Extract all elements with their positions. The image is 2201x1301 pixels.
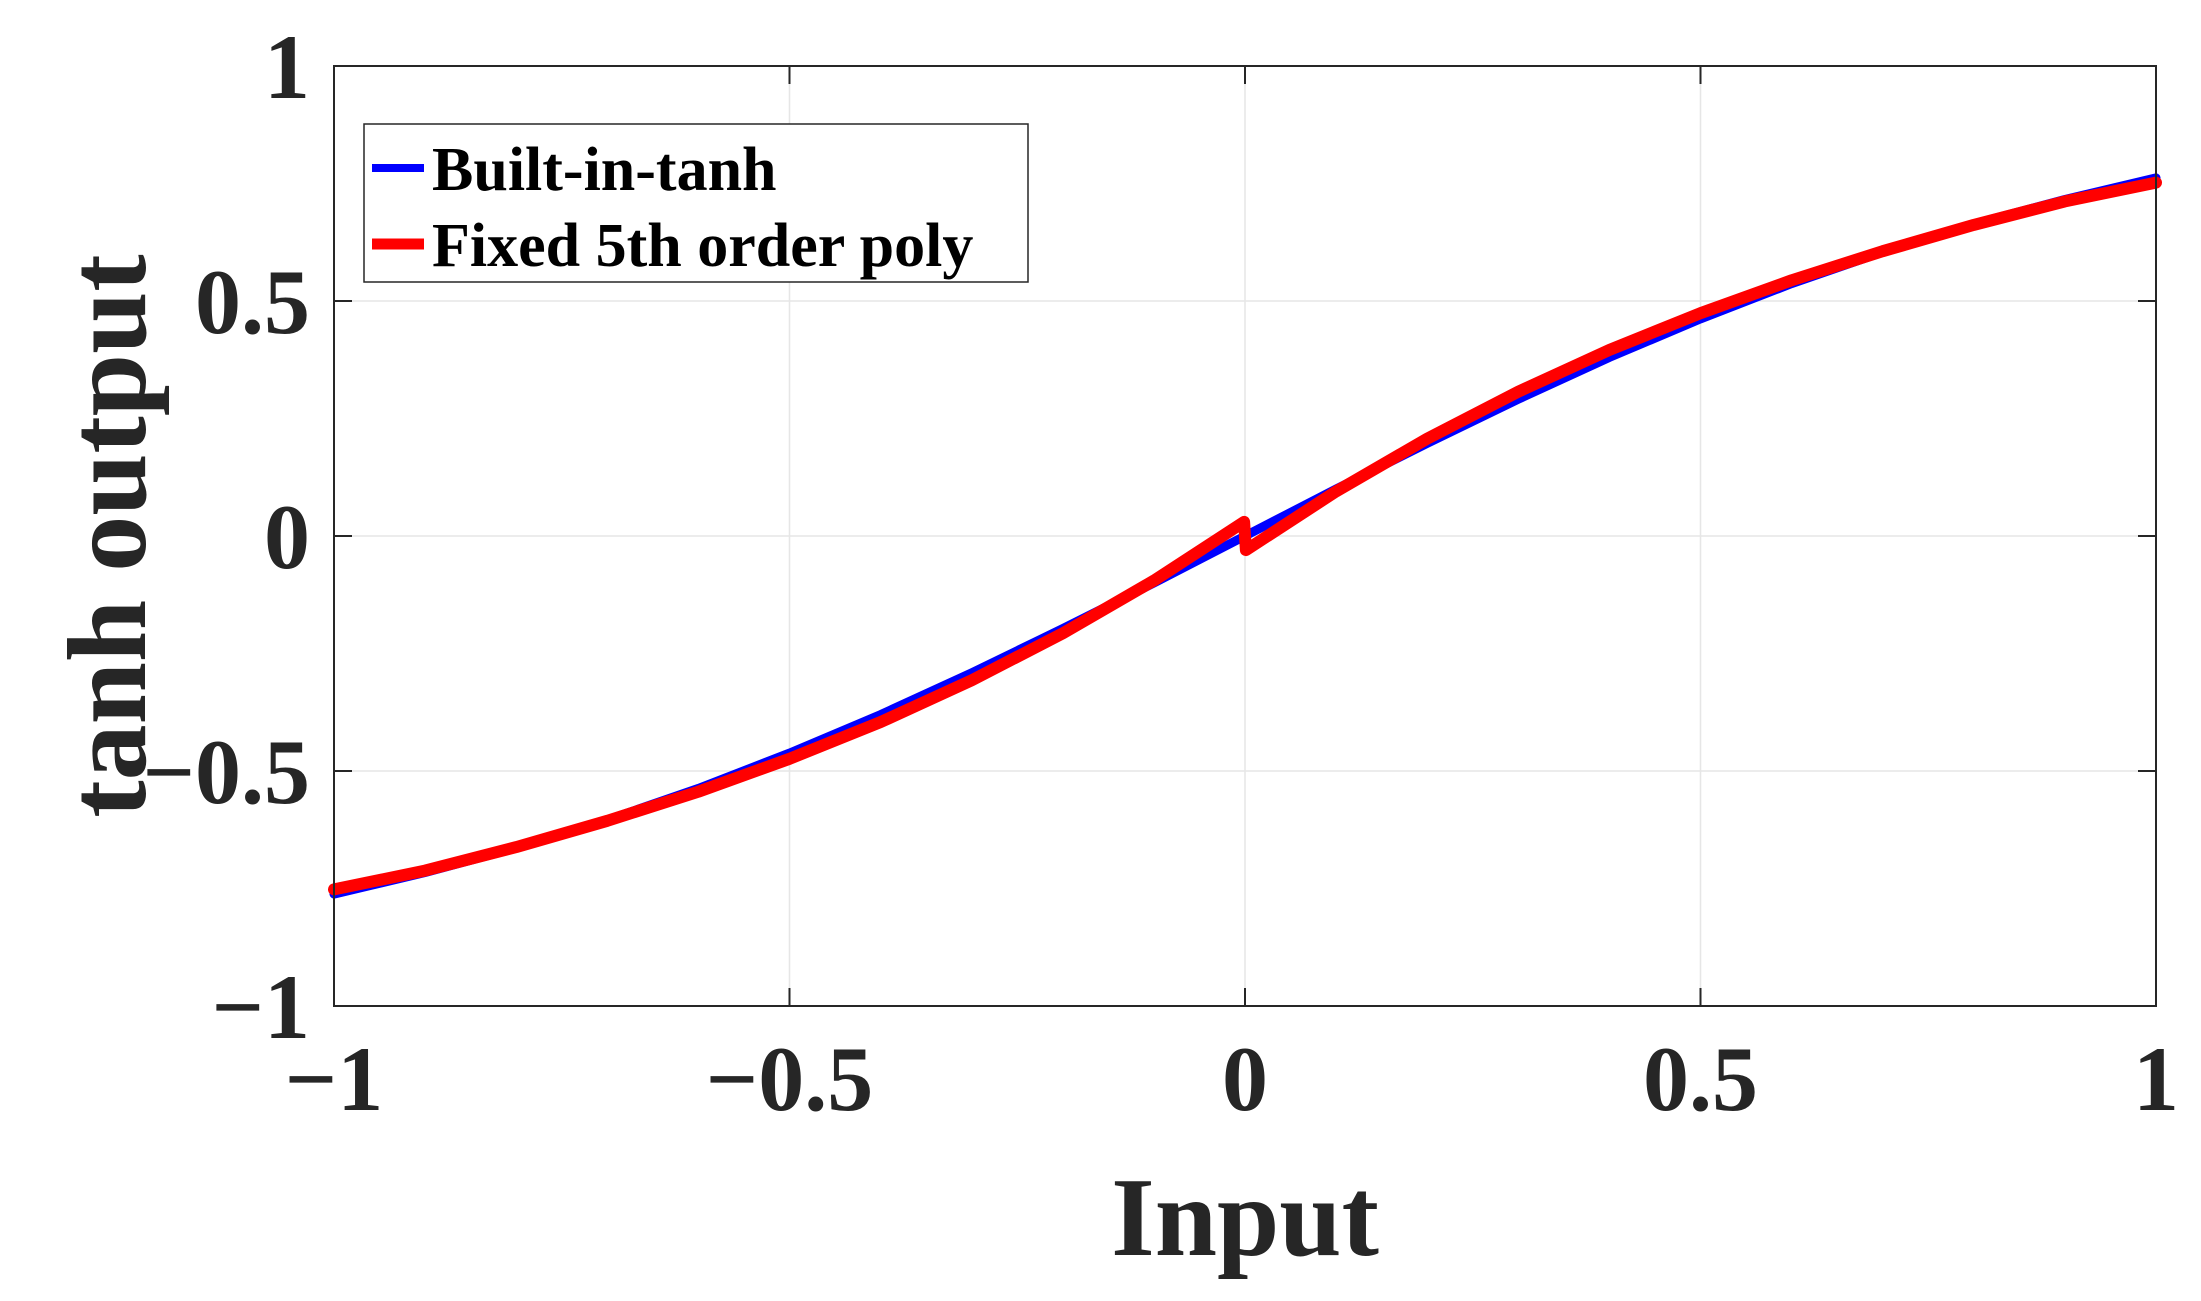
x-tick-label: −0.5 bbox=[706, 1028, 873, 1130]
legend-box bbox=[363, 123, 1029, 283]
x-tick-label: 0.5 bbox=[1643, 1028, 1758, 1130]
y-tick-label: −1 bbox=[212, 956, 310, 1058]
tick-marks bbox=[333, 65, 2157, 1007]
series-line-fixed-5th-order-poly bbox=[328, 176, 2162, 896]
x-tick-label: −1 bbox=[285, 1028, 383, 1130]
x-tick-label: 0 bbox=[1222, 1028, 1268, 1130]
series-layer bbox=[328, 173, 2162, 899]
x-tick-labels: −1 −0.5 0 0.5 1 bbox=[285, 1028, 2179, 1130]
x-tick-label: 1 bbox=[2133, 1028, 2179, 1130]
x-axis-label: Input bbox=[1111, 1156, 1379, 1280]
y-tick-label: 0.5 bbox=[195, 251, 310, 353]
y-tick-labels: −1 −0.5 0 0.5 1 bbox=[143, 16, 310, 1058]
y-axis-label: tanh output bbox=[46, 254, 170, 817]
legend-label-fixed-5th-order-poly: Fixed 5th order poly bbox=[432, 212, 973, 280]
y-tick-label: 1 bbox=[264, 16, 310, 118]
legend-label-built-in-tanh: Built-in-tanh bbox=[432, 136, 777, 204]
y-tick-label: −0.5 bbox=[143, 721, 310, 823]
y-tick-label: 0 bbox=[264, 486, 310, 588]
legend: Built-in-tanh Fixed 5th order poly bbox=[363, 123, 1029, 283]
